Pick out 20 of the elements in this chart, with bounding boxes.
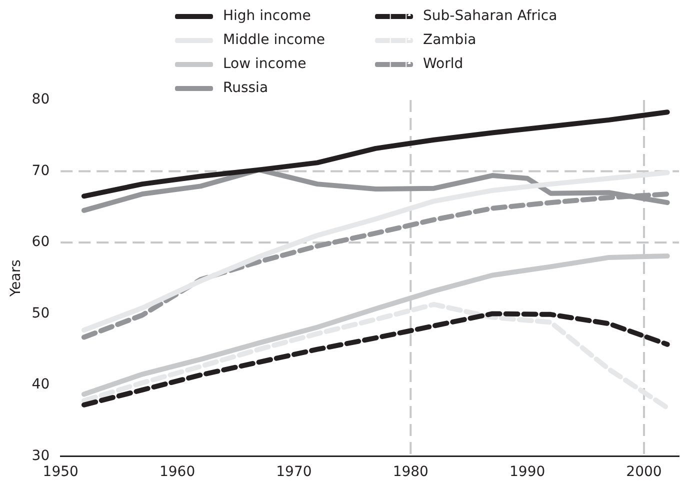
y-tick-label: 60 — [32, 234, 50, 250]
legend-label: Zambia — [423, 32, 476, 48]
y-tick-label: 30 — [32, 448, 50, 464]
x-tick-label: 1950 — [42, 464, 78, 480]
y-tick-label: 70 — [32, 162, 50, 179]
legend-label: Low income — [223, 56, 306, 72]
legend-label: Middle income — [223, 32, 325, 48]
x-tick-label: 1970 — [276, 464, 312, 480]
x-tick-label: 2000 — [626, 464, 662, 480]
legend-label: Sub-Saharan Africa — [423, 8, 558, 24]
y-tick-label: 50 — [32, 305, 50, 322]
y-tick-label: 80 — [32, 92, 50, 108]
legend-label: High income — [223, 8, 311, 24]
y-axis-title: Years — [8, 260, 24, 298]
y-tick-label: 40 — [32, 376, 50, 393]
legend-label: World — [423, 56, 464, 72]
x-tick-label: 1960 — [159, 464, 196, 480]
x-tick-label: 1990 — [510, 464, 546, 480]
x-tick-label: 1980 — [392, 464, 428, 480]
legend-label: Russia — [223, 80, 268, 96]
